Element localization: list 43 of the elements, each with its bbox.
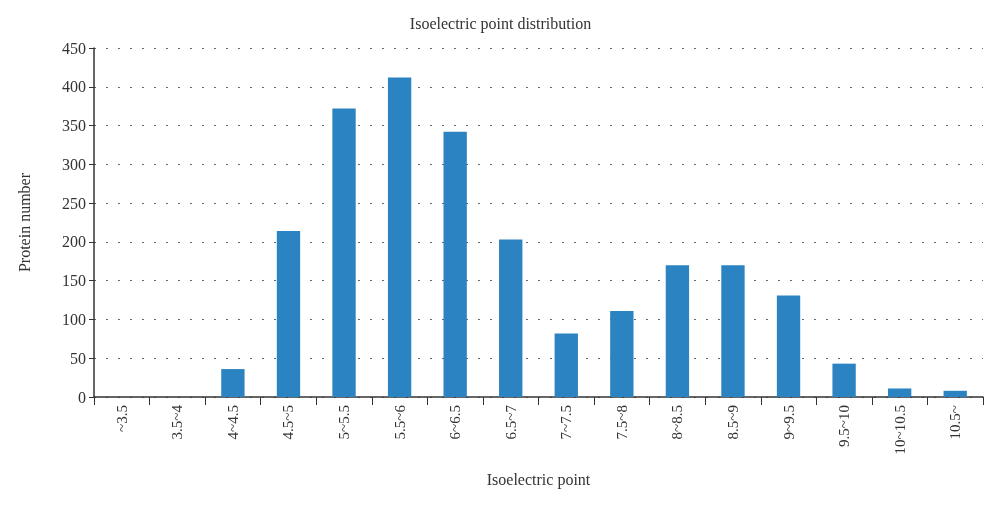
y-tick-label: 0 — [78, 388, 86, 406]
bar — [554, 333, 578, 397]
y-axis-title: Protein number — [15, 172, 33, 273]
bar — [443, 131, 467, 397]
x-tick-label: 7~7.5 — [558, 405, 575, 440]
x-tick-label: 4.5~5 — [280, 405, 297, 440]
x-tick-label: 10.5~ — [947, 405, 964, 440]
bar — [721, 265, 745, 397]
y-tick-label: 450 — [62, 39, 86, 57]
bar — [276, 231, 301, 397]
x-tick-label: 3.5~4 — [169, 404, 186, 440]
x-tick-label: 7.5~8 — [613, 405, 630, 440]
bar — [332, 108, 356, 397]
x-tick-label: 10~10.5 — [891, 405, 908, 455]
chart-title: Isoelectric point distribution — [409, 14, 592, 33]
bar — [499, 239, 523, 397]
x-tick-label: 6.5~7 — [502, 404, 519, 440]
y-tick-label: 100 — [62, 310, 86, 328]
y-tick-label: 200 — [62, 233, 86, 251]
x-axis-title: Isoelectric point — [486, 470, 591, 489]
bar — [665, 265, 690, 397]
bar — [776, 295, 801, 397]
x-tick-label: 9~9.5 — [780, 405, 797, 440]
y-tick-label: 50 — [70, 349, 86, 367]
bar — [610, 310, 634, 397]
x-tick-label: 9.5~10 — [836, 405, 853, 447]
x-tick-label: 8.5~9 — [724, 405, 741, 440]
bar — [887, 388, 912, 397]
bar — [221, 369, 245, 397]
x-tick-label: 5~5.5 — [336, 405, 353, 440]
x-tick-label: 6~6.5 — [447, 405, 464, 440]
y-tick-label: 400 — [62, 78, 86, 96]
bar — [387, 77, 412, 397]
x-tick-label: 4~4.5 — [224, 405, 241, 440]
y-tick-label: 300 — [62, 155, 86, 173]
y-tick-label: 150 — [62, 272, 86, 290]
bar — [832, 363, 856, 397]
y-tick-label: 250 — [62, 194, 86, 212]
y-tick-label: 350 — [62, 117, 86, 135]
bar — [943, 390, 967, 397]
x-tick-label: 5.5~6 — [391, 404, 408, 440]
x-tick-label: 8~8.5 — [669, 405, 686, 440]
x-tick-label: ~3.5 — [113, 405, 130, 432]
